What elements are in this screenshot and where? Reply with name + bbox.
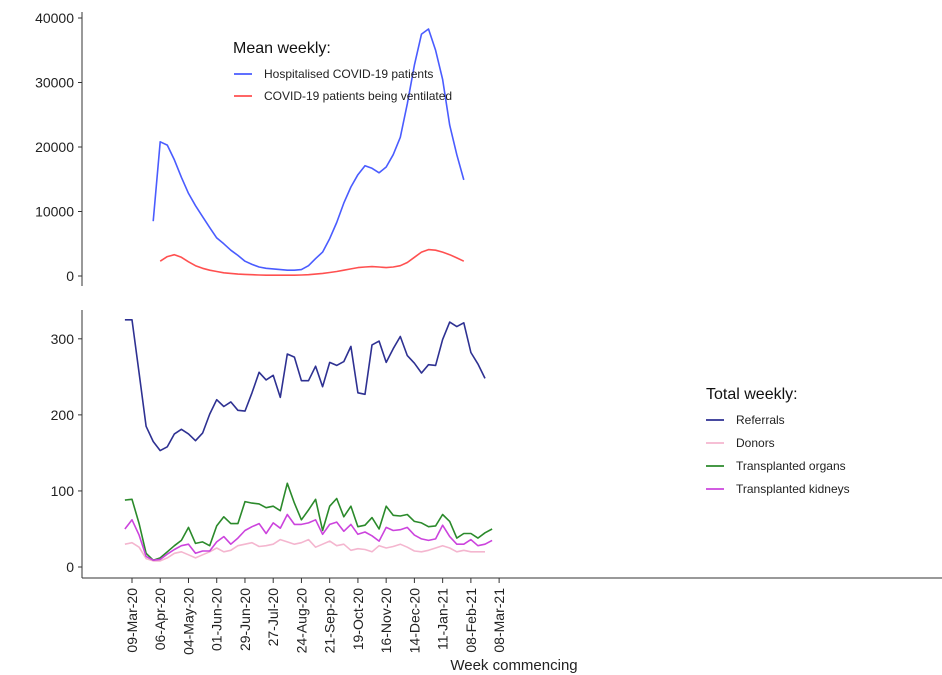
x-tick-label: 04-May-20 [180, 588, 196, 655]
legend-label: Hospitalised COVID-19 patients [264, 67, 433, 81]
series-line-donors [124, 538, 485, 562]
x-tick-label: 27-Jul-20 [265, 588, 281, 647]
y-tick-label: 30000 [35, 75, 74, 91]
legend-label: Referrals [736, 413, 785, 427]
x-tick-label: 08-Mar-21 [491, 588, 507, 653]
bottom-panel: 0 100 200 300 Total weekly: Referrals Donors Tr… [51, 310, 850, 578]
y-tick-label: 40000 [35, 10, 74, 26]
x-tick-label: 09-Mar-20 [124, 588, 140, 653]
x-tick-label: 14-Dec-20 [406, 588, 422, 654]
x-tick-label: 24-Aug-20 [293, 588, 309, 654]
top-panel: 0 10000 20000 30000 40000 Mean weekly: Hospita… [35, 10, 465, 286]
x-tick-label: 19-Oct-20 [350, 588, 366, 650]
x-tick-label: 08-Feb-21 [463, 588, 479, 653]
y-tick-label: 300 [51, 331, 75, 347]
x-axis: 09-Mar-20 06-Apr-20 04-May-20 01-Jun-20 29-J… [82, 577, 942, 655]
legend-label: COVID-19 patients being ventilated [264, 89, 452, 103]
legend-label: Transplanted kidneys [736, 482, 850, 496]
legend-title: Total weekly: [706, 386, 798, 403]
x-tick-label: 21-Sep-20 [322, 588, 338, 654]
x-tick-label: 29-Jun-20 [237, 588, 253, 651]
y-tick-label: 0 [66, 268, 74, 284]
x-tick-label: 06-Apr-20 [152, 588, 168, 650]
series-line-referrals [124, 318, 486, 452]
series-line-transplanted-kidneys [124, 513, 493, 562]
legend-title: Mean weekly: [233, 40, 331, 57]
legend-label: Transplanted organs [736, 459, 846, 473]
x-tick-label: 11-Jan-21 [435, 588, 451, 650]
y-tick-label: 100 [51, 483, 75, 499]
series-line-covid-19-patients-being-ventilated [159, 248, 465, 277]
y-tick-label: 0 [66, 559, 74, 575]
series-line-transplanted-organs [124, 482, 493, 562]
x-axis-label: Week commencing [450, 657, 577, 674]
y-tick-label: 200 [51, 407, 75, 423]
legend-label: Donors [736, 436, 775, 450]
x-tick-label: 16-Nov-20 [378, 588, 394, 654]
y-tick-label: 10000 [35, 204, 74, 220]
y-tick-label: 20000 [35, 139, 74, 155]
x-tick-label: 01-Jun-20 [209, 588, 225, 651]
series-line-hospitalised-covid-19-patients [152, 28, 465, 272]
